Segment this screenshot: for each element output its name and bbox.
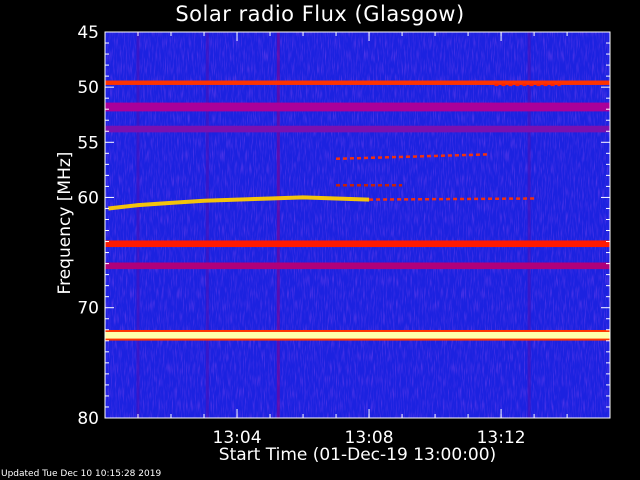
frequency-band xyxy=(105,80,610,85)
update-timestamp: Updated Tue Dec 10 10:15:28 2019 xyxy=(1,469,162,479)
spectrogram-marks xyxy=(105,32,610,418)
y-tick-label: 70 xyxy=(77,299,99,319)
x-tick-label: 13:12 xyxy=(477,428,526,448)
emission-feature xyxy=(335,153,488,161)
y-tick-label: 45 xyxy=(77,23,99,43)
y-tick-label: 50 xyxy=(77,78,99,98)
vertical-stripe xyxy=(276,32,280,418)
frequency-band xyxy=(105,102,610,112)
vertical-stripe xyxy=(136,32,140,418)
y-tick-label: 55 xyxy=(77,133,99,153)
vertical-stripe xyxy=(205,32,209,418)
frequency-band xyxy=(105,331,610,339)
x-axis-label: Start Time (01-Dec-19 13:00:00) xyxy=(218,445,497,465)
x-tick-label: 13:08 xyxy=(345,428,394,448)
emission-feature xyxy=(108,195,370,211)
frequency-band xyxy=(105,125,610,133)
chart-title: Solar radio Flux (Glasgow) xyxy=(175,2,465,26)
frequency-band xyxy=(105,262,610,270)
y-tick-label: 80 xyxy=(77,409,99,429)
x-tick-label: 13:04 xyxy=(213,428,262,448)
vertical-stripe xyxy=(527,32,531,418)
frequency-band xyxy=(105,240,610,248)
plot-frame xyxy=(104,31,611,419)
y-axis: 45 50 55 60 70 80 xyxy=(77,23,610,429)
x-axis: 13:04 13:08 13:12 xyxy=(137,32,568,448)
y-tick-label: 60 xyxy=(77,188,99,208)
background-noise xyxy=(105,32,610,418)
y-axis-label: Frequency [MHz] xyxy=(55,151,75,295)
